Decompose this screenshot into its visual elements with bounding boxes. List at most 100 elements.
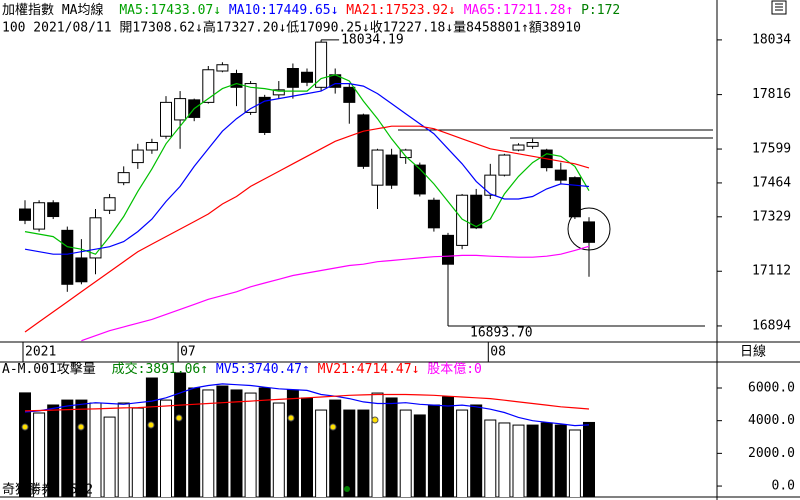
volume-bar: [47, 404, 60, 497]
x-tick-label: 2021: [25, 345, 56, 360]
candle-body: [512, 144, 525, 151]
legend-entry: MV21:4714.47↓: [318, 362, 420, 377]
line-series: [24, 125, 590, 333]
legend-entry: P:172: [581, 3, 620, 18]
candle-body: [33, 202, 46, 230]
legend-entry: 股本億:0: [427, 361, 482, 377]
volume-bar: [244, 392, 257, 497]
y-tick-label: 2000.0: [748, 446, 795, 461]
y-tick-label: 17112: [752, 264, 791, 279]
candle-body: [47, 202, 60, 218]
candle-body: [131, 149, 144, 164]
volume-bar: [61, 399, 74, 497]
candle-body: [272, 89, 285, 96]
volume-bar: [385, 397, 398, 497]
legend-entry: MA10:17449.65↓: [229, 3, 339, 18]
candle-body: [526, 142, 539, 147]
volume-bar: [583, 421, 595, 497]
signal-dot: [287, 414, 295, 422]
candle-body: [470, 194, 483, 229]
volume-bar: [131, 407, 144, 497]
app-caption: 奇狐勝券 v5.2: [2, 482, 93, 498]
volume-bar: [315, 409, 328, 497]
volume-bar: [117, 402, 130, 497]
volume-bar: [540, 422, 553, 497]
legend-entry: MA21:17523.92↓: [346, 3, 456, 18]
volume-bar: [343, 409, 356, 497]
legend-entry: MA5:17433.07↓: [119, 3, 221, 18]
y-tick-label: 6000.0: [748, 380, 795, 395]
candle-body: [385, 154, 398, 186]
volume-bar: [301, 397, 313, 497]
candle-body: [258, 96, 271, 133]
overlay: 16894 17112 17329 17464 17599 17816 18034 2021 0…: [22, 32, 795, 494]
y-tick-label: 18034: [752, 32, 791, 47]
y-tick-label: 17329: [752, 209, 791, 224]
signal-dots: [21, 414, 379, 431]
candle-body: [286, 68, 299, 88]
volume-bar: [258, 387, 271, 497]
signal-dot: [21, 423, 29, 431]
candle-body: [554, 169, 567, 181]
x-tick-label: 07: [180, 345, 196, 360]
legend-entry: 成交:3891.06↑: [112, 361, 208, 377]
volume-bar: [230, 389, 243, 497]
y-tick-label: 4000.0: [748, 413, 795, 428]
chart-title: 加權指數 MA均線: [2, 2, 103, 18]
line-series: [24, 393, 590, 412]
candle-body: [413, 164, 426, 195]
y-tick-label: 17599: [752, 142, 791, 157]
volume-bar: [272, 402, 285, 497]
volume-bar: [329, 399, 342, 497]
candle-body: [442, 234, 454, 265]
candle-body: [117, 172, 130, 184]
candle-body: [357, 114, 370, 167]
candle-body: [427, 199, 440, 229]
signal-dot: [77, 423, 85, 431]
volume-bar: [526, 424, 539, 497]
candle-body: [456, 194, 469, 246]
volume-bar: [160, 399, 172, 497]
volume-bar: [399, 409, 412, 497]
volume-bar: [498, 422, 511, 497]
volume-bar: [427, 404, 440, 497]
volume-bar: [484, 419, 497, 497]
volume-bar: [442, 396, 454, 497]
volume-bar: [33, 412, 46, 497]
y-tick-label: 16894: [752, 318, 791, 333]
candle-body: [216, 64, 229, 72]
volume-bar: [19, 392, 31, 497]
y-tick-label: 17464: [752, 175, 791, 190]
signal-dot: [147, 421, 155, 429]
volume-bar: [470, 404, 483, 497]
volume-bar: [456, 409, 469, 497]
signal-dot: [329, 423, 337, 431]
candle-body: [583, 221, 595, 243]
candle-body: [371, 149, 384, 186]
volume-bar: [103, 416, 116, 497]
candle-body: [89, 217, 102, 259]
candle-body: [244, 83, 257, 113]
volume-bar: [413, 414, 426, 497]
line-series: [24, 383, 590, 427]
low-annotation: 16893.70: [470, 326, 533, 341]
candle-body: [301, 71, 313, 83]
volume-bar: [371, 392, 384, 497]
candle-body: [399, 149, 412, 159]
volume-panel: [19, 372, 595, 497]
volume-title: A-M.001攻擊量: [2, 361, 96, 377]
high-annotation: 18034.19: [341, 32, 404, 47]
volume-legend: A-M.001攻擊量 成交:3891.06↑ MV5:3740.47↑ MV21…: [2, 361, 482, 377]
header-legend: 加權指數 MA均線 MA5:17433.07↓ MA10:17449.65↓ M…: [2, 2, 620, 18]
volume-bar: [202, 389, 215, 497]
y-tick-label: 0.0: [772, 479, 795, 494]
period-label: 日線: [740, 344, 766, 360]
volume-bar: [568, 429, 581, 497]
y-tick-label: 17816: [752, 87, 791, 102]
candle-body: [230, 73, 243, 88]
candle-body: [343, 86, 356, 103]
volume-bar: [286, 389, 299, 497]
candle-body: [315, 41, 328, 88]
price-panel: [19, 39, 595, 342]
